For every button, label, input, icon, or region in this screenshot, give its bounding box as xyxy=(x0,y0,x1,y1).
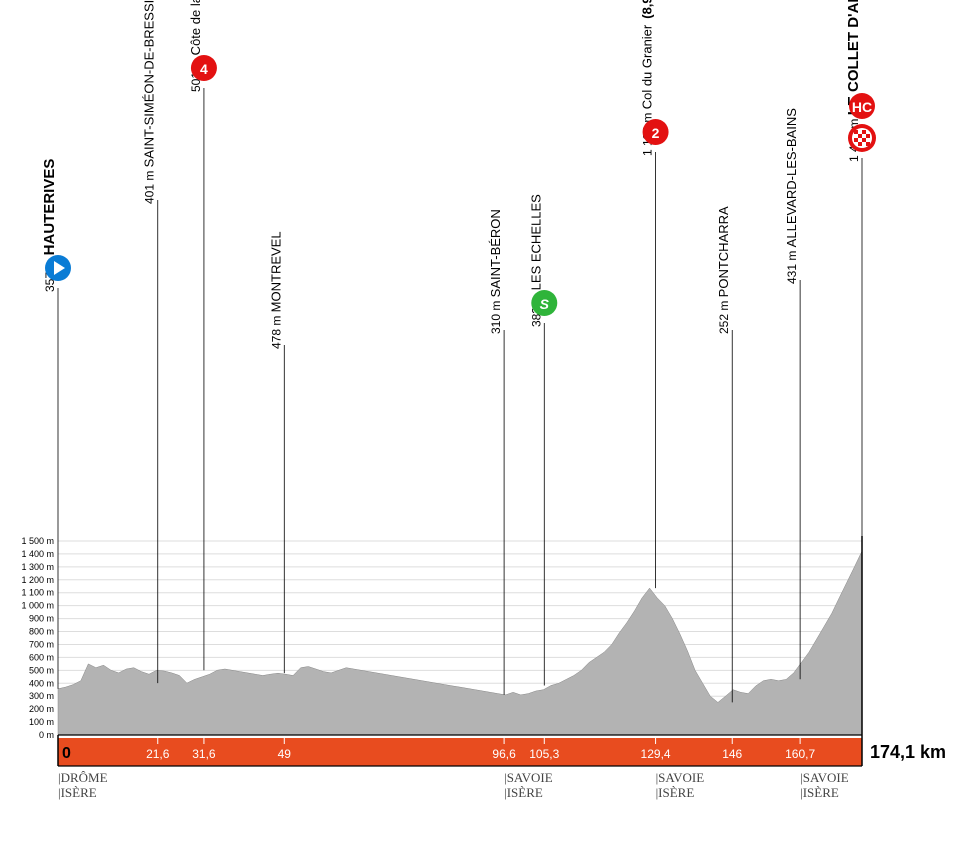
category-badge-icon: 4 xyxy=(191,55,217,81)
km-mark: 129,4 xyxy=(641,747,671,761)
stage-elevation-profile: 0 m 100 m 200 m 300 m 400 m 500 m 600 m 700 m 80… xyxy=(0,0,960,849)
region-label: |DRÔME xyxy=(58,770,108,785)
svg-text:S: S xyxy=(540,296,550,312)
y-axis-label: 1 300 m xyxy=(21,562,54,572)
region-label: |ISÈRE xyxy=(800,785,839,800)
y-axis-label: 400 m xyxy=(29,678,54,688)
y-axis-label: 1 500 m xyxy=(21,536,54,546)
y-axis-label: 600 m xyxy=(29,652,54,662)
y-axis-label: 900 m xyxy=(29,614,54,624)
svg-text:431 m ALLEVARD-LES-BAINS: 431 m ALLEVARD-LES-BAINS xyxy=(784,108,799,284)
svg-text:252 m PONTCHARRA: 252 m PONTCHARRA xyxy=(716,206,731,334)
km-mark: 49 xyxy=(278,747,292,761)
y-axis-label: 1 000 m xyxy=(21,601,54,611)
total-distance: 174,1 km xyxy=(870,742,946,762)
region-label: |ISÈRE xyxy=(504,785,543,800)
region-label: |SAVOIE xyxy=(656,770,705,785)
profile-svg: 0 m 100 m 200 m 300 m 400 m 500 m 600 m 700 m 80… xyxy=(0,0,960,849)
y-axis-label: 1 200 m xyxy=(21,575,54,585)
svg-text:401 m SAINT-SIMÉON-DE-BRESSIE: 401 m SAINT-SIMÉON-DE-BRESSIEUX xyxy=(142,0,157,204)
y-axis-label: 100 m xyxy=(29,717,54,727)
km-mark: 160,7 xyxy=(785,747,815,761)
svg-text:HC: HC xyxy=(852,99,872,115)
point-label: 478 m MONTREVEL xyxy=(268,231,283,349)
km-mark: 146 xyxy=(722,747,742,761)
km-mark: 31,6 xyxy=(192,747,216,761)
region-label: |ISÈRE xyxy=(656,785,695,800)
y-axis-label: 300 m xyxy=(29,691,54,701)
sprint-icon: S xyxy=(531,290,557,316)
point-label: 401 m SAINT-SIMÉON-DE-BRESSIEUX xyxy=(142,0,157,204)
point-label: 252 m PONTCHARRA xyxy=(716,206,731,334)
elevation-fill xyxy=(58,551,862,735)
svg-text:4: 4 xyxy=(200,61,208,77)
region-label: |SAVOIE xyxy=(800,770,849,785)
region-label: |SAVOIE xyxy=(504,770,553,785)
km-mark: 21,6 xyxy=(146,747,170,761)
region-label: |ISÈRE xyxy=(58,785,97,800)
svg-text:478 m MONTREVEL: 478 m MONTREVEL xyxy=(268,231,283,349)
km-zero-label: 0 xyxy=(62,745,71,762)
km-mark: 96,6 xyxy=(492,747,516,761)
y-axis-label: 700 m xyxy=(29,639,54,649)
y-axis-label: 200 m xyxy=(29,704,54,714)
y-axis-label: 1 100 m xyxy=(21,588,54,598)
category-badge-icon: 2 xyxy=(643,119,669,145)
point-label: 431 m ALLEVARD-LES-BAINS xyxy=(784,108,799,284)
svg-text:2: 2 xyxy=(652,125,660,141)
y-axis-label: 500 m xyxy=(29,665,54,675)
start-icon xyxy=(45,255,71,281)
y-axis-label: 0 m xyxy=(39,730,54,740)
y-axis-label: 1 400 m xyxy=(21,549,54,559)
point-label: 310 m SAINT-BÉRON xyxy=(488,209,503,334)
y-axis-label: 800 m xyxy=(29,627,54,637)
svg-text:310 m SAINT-BÉRON: 310 m SAINT-BÉRON xyxy=(488,209,503,334)
km-mark: 105,3 xyxy=(529,747,559,761)
